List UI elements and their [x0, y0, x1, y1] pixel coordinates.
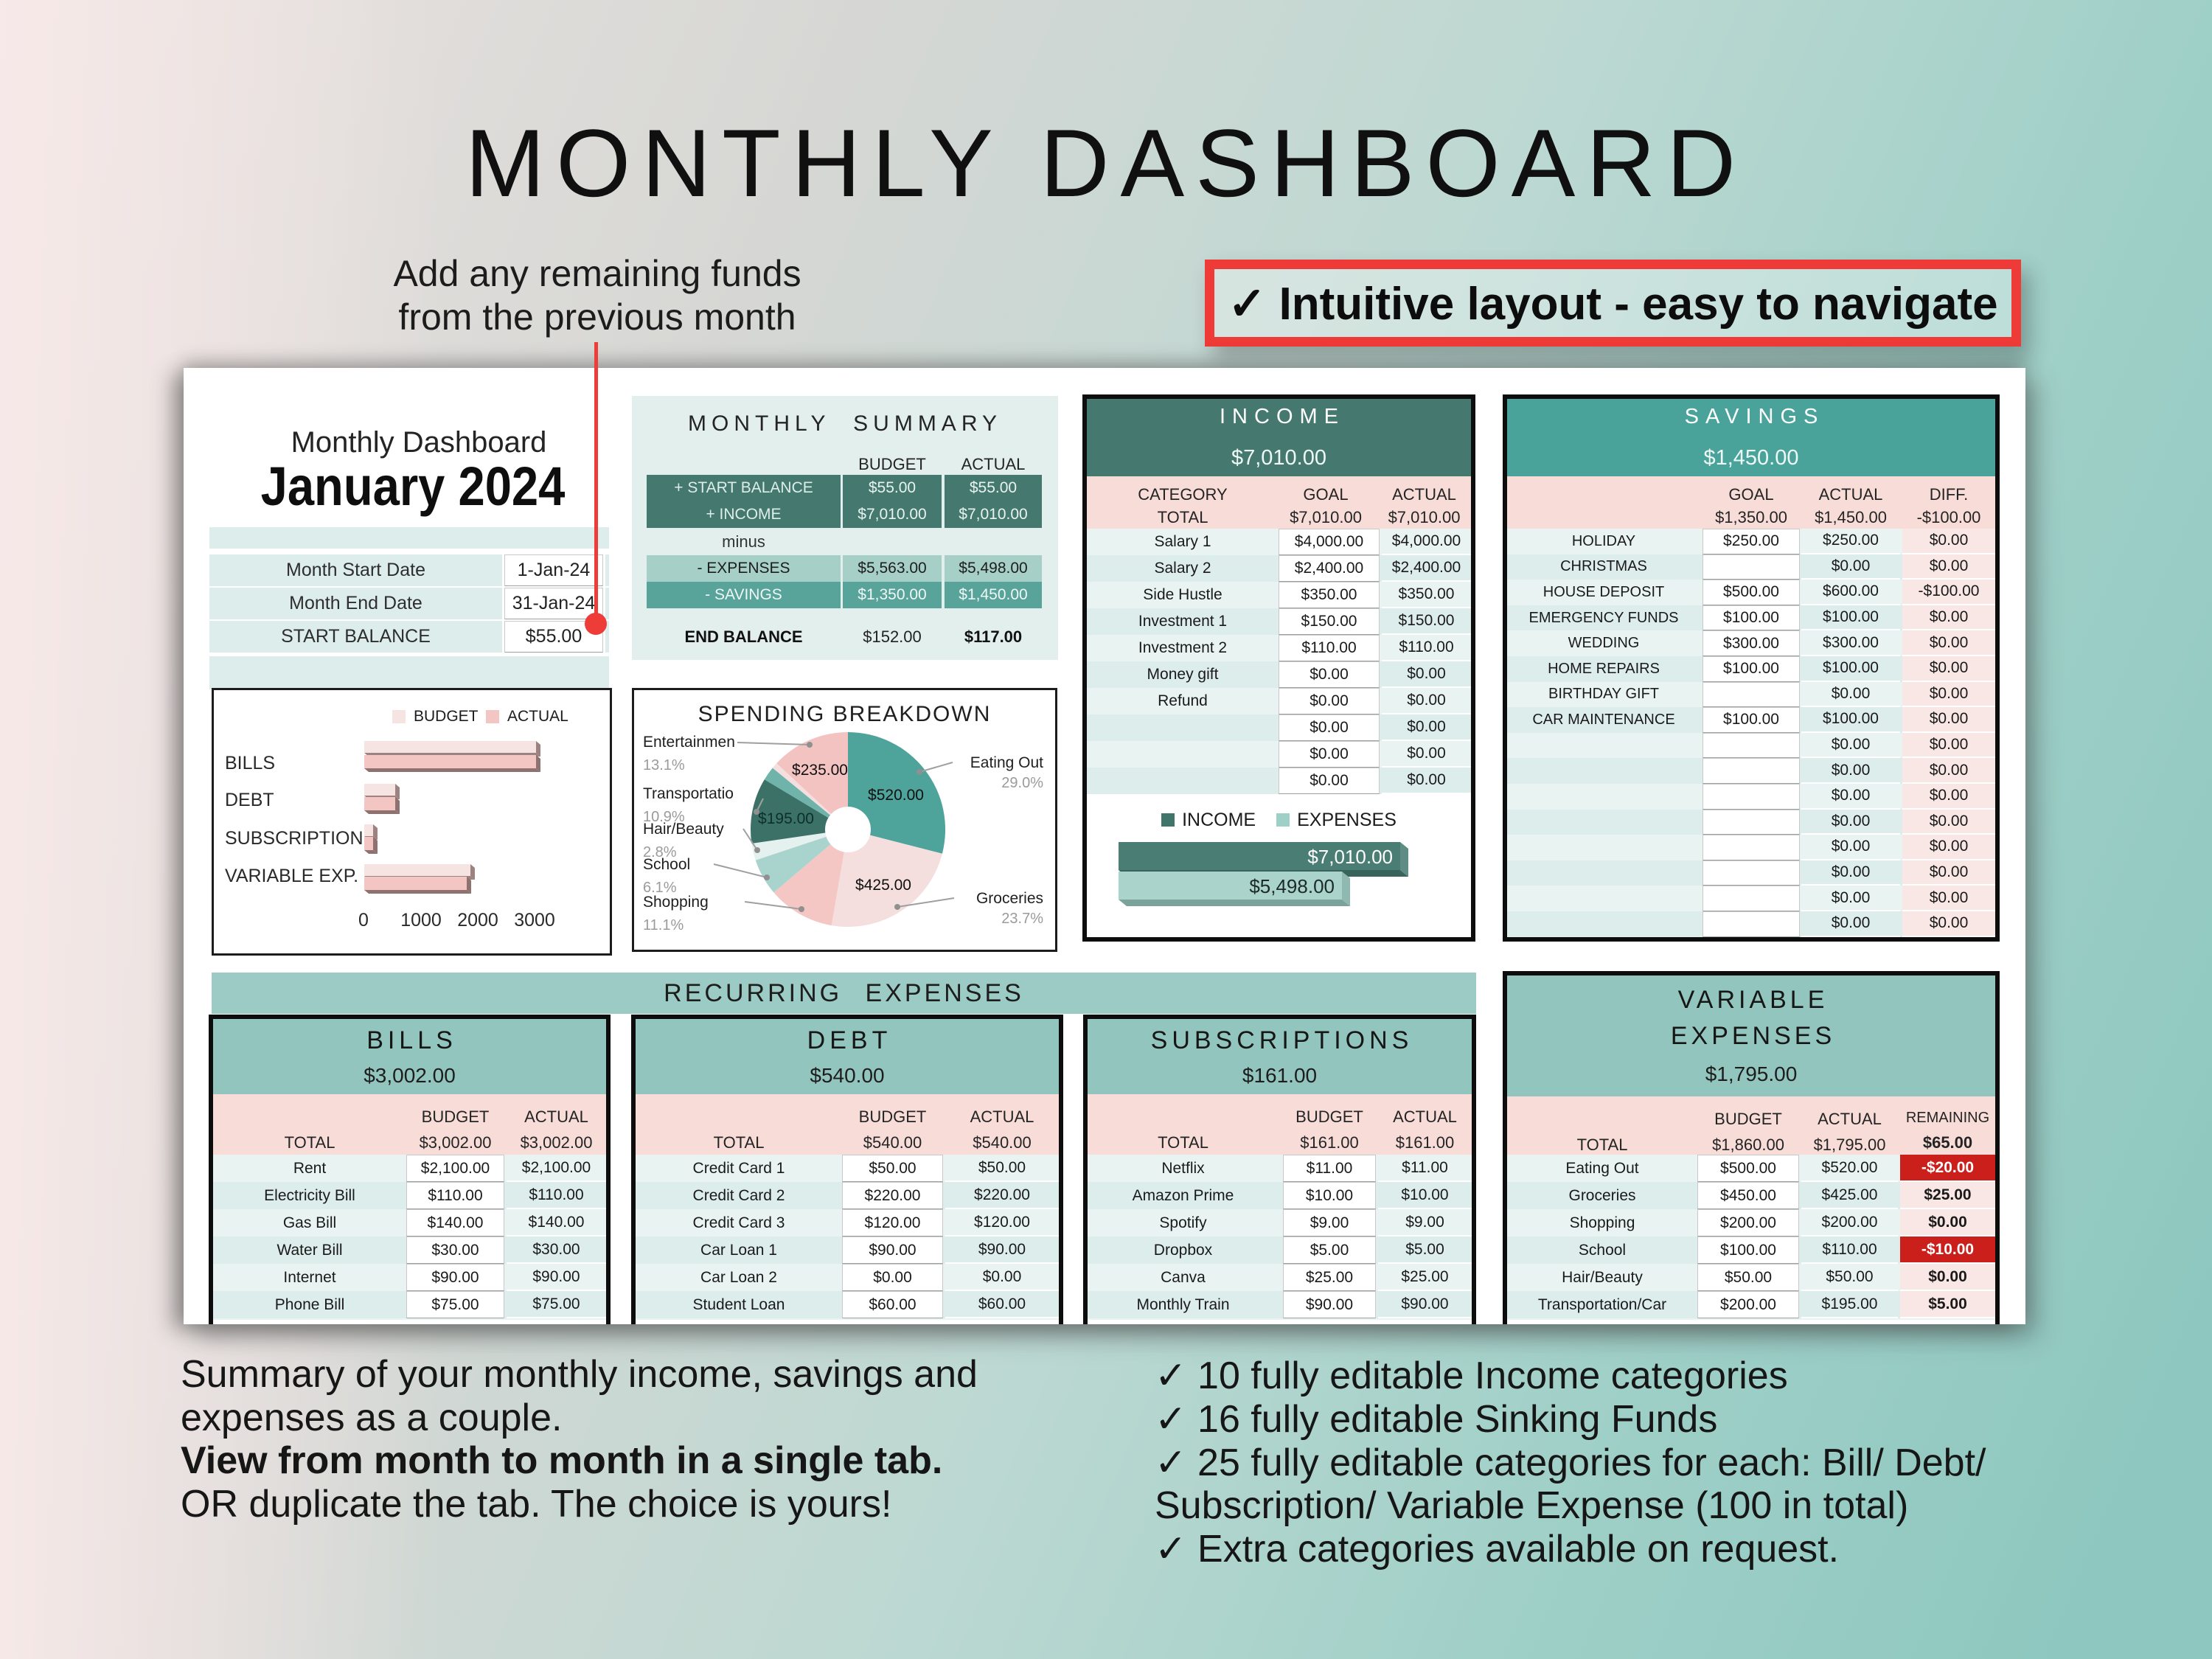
- svg-text:$195.00: $195.00: [758, 810, 814, 827]
- svg-text:$520.00: $520.00: [868, 787, 924, 804]
- svg-text:$7,010.00: $7,010.00: [1307, 846, 1393, 868]
- svg-text:Groceries: Groceries: [976, 890, 1043, 907]
- svg-text:Entertainmen: Entertainmen: [643, 734, 735, 751]
- svg-text:10.9%: 10.9%: [643, 809, 685, 825]
- svg-text:Shopping: Shopping: [643, 894, 709, 911]
- svg-text:Eating Out: Eating Out: [970, 754, 1043, 771]
- svg-text:School: School: [643, 856, 690, 873]
- svg-text:$425.00: $425.00: [855, 877, 911, 894]
- svg-text:$235.00: $235.00: [792, 762, 848, 779]
- svg-text:$5,498.00: $5,498.00: [1249, 875, 1335, 897]
- svg-text:13.1%: 13.1%: [643, 757, 685, 773]
- svg-text:11.1%: 11.1%: [643, 917, 684, 933]
- svg-text:Transportatio: Transportatio: [643, 785, 734, 802]
- svg-text:2.8%: 2.8%: [643, 844, 677, 860]
- svg-text:Hair/Beauty: Hair/Beauty: [643, 821, 724, 838]
- svg-text:23.7%: 23.7%: [1001, 911, 1043, 927]
- svg-text:6.1%: 6.1%: [643, 880, 677, 896]
- svg-text:29.0%: 29.0%: [1001, 775, 1043, 791]
